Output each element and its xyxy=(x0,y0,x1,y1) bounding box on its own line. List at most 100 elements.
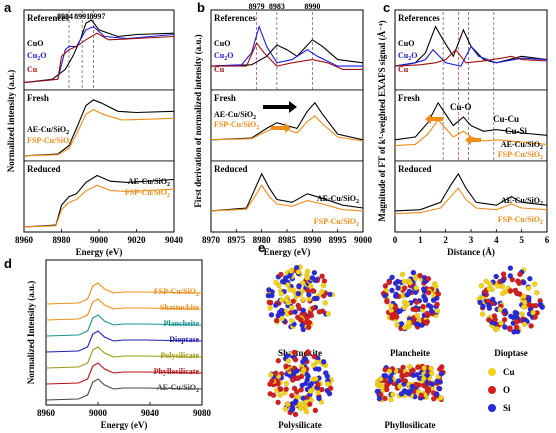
plot-frame xyxy=(23,9,175,233)
atom xyxy=(413,299,420,305)
atom xyxy=(295,269,302,275)
bond-label-cu-si: Cu-Si xyxy=(505,126,528,136)
section-label: Reduced xyxy=(214,164,248,174)
atom xyxy=(394,322,400,328)
structure-label: Polysilicate xyxy=(278,420,322,430)
atom xyxy=(419,322,425,328)
atom xyxy=(490,296,496,303)
atom xyxy=(310,288,317,294)
atom xyxy=(299,322,305,329)
atom xyxy=(289,377,296,383)
series-line xyxy=(23,25,175,84)
atom xyxy=(320,359,327,365)
atom xyxy=(319,386,325,393)
series-line xyxy=(45,362,203,385)
atom xyxy=(311,353,317,360)
structure-label: Dioptase xyxy=(494,348,528,358)
atom xyxy=(319,288,325,295)
legend-marker-si xyxy=(488,404,496,412)
x-tick-label: 9020 xyxy=(128,235,147,245)
atom xyxy=(307,388,314,394)
atom xyxy=(482,289,489,295)
atom xyxy=(413,381,419,388)
series-line xyxy=(210,24,363,67)
atom xyxy=(429,381,435,387)
sample-label-fsp: FSP-Cu/SiO2 xyxy=(27,136,72,147)
atom xyxy=(325,311,332,317)
atom xyxy=(285,358,291,364)
series-line xyxy=(394,119,548,147)
y-axis-title: First derivation of normalized intensity… xyxy=(193,34,203,207)
atom xyxy=(300,296,306,303)
ref-label-cu2o: Cu2O xyxy=(398,51,417,62)
atom xyxy=(307,401,313,407)
atom xyxy=(389,287,395,294)
sample-label-ae: AE-Cu/SiO2 xyxy=(214,110,256,121)
atom xyxy=(386,279,392,285)
series-line xyxy=(45,282,203,305)
atom xyxy=(526,294,532,301)
atom xyxy=(492,316,498,323)
legend-marker-o xyxy=(488,386,496,394)
atom xyxy=(390,391,396,398)
x-tick-label: 8985 xyxy=(278,235,297,245)
atom xyxy=(500,277,506,284)
atom xyxy=(421,375,427,382)
x-tick-label: 8995 xyxy=(329,235,348,245)
atom xyxy=(400,364,406,371)
atom xyxy=(418,392,425,399)
guide-label: 8991 xyxy=(74,12,90,21)
atom xyxy=(513,324,520,331)
section-label: Reduced xyxy=(27,164,61,174)
atom xyxy=(306,291,312,298)
atom xyxy=(312,277,318,284)
x-axis-title: Energy (eV) xyxy=(264,247,311,257)
atom xyxy=(319,273,325,279)
atom xyxy=(438,371,445,377)
atom xyxy=(479,311,486,317)
atom xyxy=(388,302,394,309)
panel-letter: a xyxy=(4,0,12,15)
atom xyxy=(275,381,281,387)
atom xyxy=(283,363,289,369)
atom xyxy=(384,298,390,305)
atom xyxy=(290,400,296,407)
guide-label: 8997 xyxy=(89,12,105,21)
atom xyxy=(316,395,322,402)
atom xyxy=(533,302,539,309)
x-tick-label: 5 xyxy=(519,235,524,245)
series-line xyxy=(45,298,203,321)
atom xyxy=(278,307,285,314)
atom xyxy=(269,292,275,299)
atom xyxy=(398,391,405,397)
sample-label-fsp: FSP-Cu/SiO2 xyxy=(214,120,259,131)
atom xyxy=(486,317,492,323)
atom xyxy=(508,313,514,320)
x-tick-label: 9000 xyxy=(89,408,108,418)
series-line xyxy=(23,184,175,228)
x-tick-label: 0 xyxy=(393,235,398,245)
atom xyxy=(382,283,389,289)
atom xyxy=(295,394,302,400)
atom xyxy=(289,392,295,399)
atom xyxy=(283,297,290,304)
ref-label-cu2o: Cu2O xyxy=(214,51,233,62)
atom xyxy=(314,359,320,365)
x-tick-label: 8990 xyxy=(303,235,322,245)
atom xyxy=(308,312,315,319)
atom xyxy=(324,381,331,387)
atom xyxy=(291,349,298,356)
atom xyxy=(435,291,442,297)
atom xyxy=(278,271,284,278)
atom xyxy=(432,283,439,289)
atom xyxy=(308,380,315,387)
atom xyxy=(292,309,298,315)
sample-label-fsp: FSP-Cu/SiO2 xyxy=(125,188,170,199)
series-line xyxy=(394,172,548,212)
atom xyxy=(312,407,319,414)
x-tick-label: 8980 xyxy=(53,235,72,245)
atom xyxy=(494,326,500,332)
atom xyxy=(397,308,403,314)
atom xyxy=(303,319,309,326)
atom xyxy=(406,363,413,370)
